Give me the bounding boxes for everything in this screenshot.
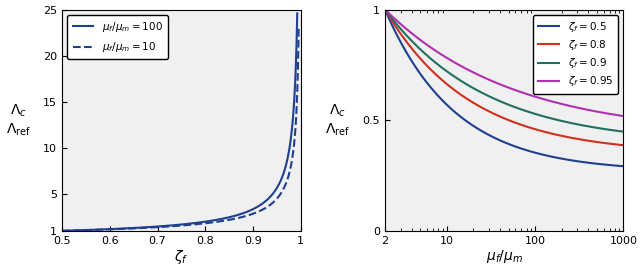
$\mu_f/\mu_m = 10$ xyxy=(295,26,303,29)
$\mu_f/\mu_m = 100$ xyxy=(84,228,92,232)
$\zeta_f = 0.95$ xyxy=(523,92,530,96)
$\zeta_f = 0.5$ xyxy=(381,8,389,11)
$\zeta_f = 0.9$ xyxy=(510,105,518,109)
Line: $\mu_f/\mu_m = 10$: $\mu_f/\mu_m = 10$ xyxy=(62,27,299,231)
$\zeta_f = 0.5$ xyxy=(510,144,518,148)
Line: $\zeta_f = 0.5$: $\zeta_f = 0.5$ xyxy=(385,10,624,166)
$\zeta_f = 0.5$ xyxy=(620,165,628,168)
$\zeta_f = 0.95$ xyxy=(577,107,584,110)
$\mu_f/\mu_m = 100$ xyxy=(84,228,92,231)
$\zeta_f = 0.5$ xyxy=(523,149,530,152)
$\mu_f/\mu_m = 100$ xyxy=(207,219,215,222)
$\mu_f/\mu_m = 10$ xyxy=(286,168,294,171)
$\zeta_f = 0.8$ xyxy=(494,114,502,118)
$\zeta_f = 0.5$ xyxy=(496,139,503,142)
$\zeta_f = 0.8$ xyxy=(510,120,518,124)
$\mu_f/\mu_m = 10$ xyxy=(194,222,201,226)
Legend: $\zeta_f = 0.5$, $\zeta_f = 0.8$, $\zeta_f = 0.9$, $\zeta_f = 0.95$: $\zeta_f = 0.5$, $\zeta_f = 0.8$, $\zeta… xyxy=(533,15,618,94)
Legend: $\mu_f/\mu_m = 100$, $\mu_f/\mu_m = 10$: $\mu_f/\mu_m = 100$, $\mu_f/\mu_m = 10$ xyxy=(68,15,168,59)
$\zeta_f = 0.95$ xyxy=(494,82,502,85)
$\mu_f/\mu_m = 10$ xyxy=(290,146,298,150)
$\mu_f/\mu_m = 100$ xyxy=(291,92,298,95)
$\zeta_f = 0.9$ xyxy=(577,123,584,126)
$\zeta_f = 0.8$ xyxy=(523,125,530,128)
$\mu_f/\mu_m = 10$ xyxy=(248,213,255,216)
$\zeta_f = 0.9$ xyxy=(620,130,628,133)
$\mu_f/\mu_m = 100$ xyxy=(59,229,66,233)
Line: $\zeta_f = 0.8$: $\zeta_f = 0.8$ xyxy=(385,10,624,145)
$\zeta_f = 0.9$ xyxy=(494,99,502,102)
$\zeta_f = 0.9$ xyxy=(496,100,503,103)
$\zeta_f = 0.95$ xyxy=(381,8,389,11)
$\mu_f/\mu_m = 100$ xyxy=(293,12,301,15)
Y-axis label: $\Lambda_c$
$\Lambda_{\rm ref}$: $\Lambda_c$ $\Lambda_{\rm ref}$ xyxy=(325,103,350,138)
Line: $\mu_f/\mu_m = 100$: $\mu_f/\mu_m = 100$ xyxy=(62,13,297,231)
$\zeta_f = 0.9$ xyxy=(381,8,389,11)
$\zeta_f = 0.5$ xyxy=(494,138,502,141)
$\zeta_f = 0.9$ xyxy=(614,129,622,132)
Line: $\zeta_f = 0.95$: $\zeta_f = 0.95$ xyxy=(385,10,624,116)
Y-axis label: $\Lambda_c$
$\Lambda_{\rm ref}$: $\Lambda_c$ $\Lambda_{\rm ref}$ xyxy=(6,103,31,138)
$\zeta_f = 0.8$ xyxy=(496,115,503,118)
$\mu_f/\mu_m = 100$ xyxy=(198,221,206,224)
$\zeta_f = 0.5$ xyxy=(577,160,584,163)
$\zeta_f = 0.95$ xyxy=(510,88,518,91)
X-axis label: $\zeta_f$: $\zeta_f$ xyxy=(174,248,188,267)
X-axis label: $\mu_f/\mu_m$: $\mu_f/\mu_m$ xyxy=(485,248,523,265)
$\zeta_f = 0.9$ xyxy=(523,110,530,113)
$\mu_f/\mu_m = 10$ xyxy=(244,214,251,217)
$\zeta_f = 0.8$ xyxy=(577,138,584,141)
$\zeta_f = 0.8$ xyxy=(614,143,622,146)
$\mu_f/\mu_m = 10$ xyxy=(89,228,97,231)
Line: $\zeta_f = 0.9$: $\zeta_f = 0.9$ xyxy=(385,10,624,132)
$\zeta_f = 0.8$ xyxy=(620,144,628,147)
$\mu_f/\mu_m = 10$ xyxy=(59,229,66,233)
$\zeta_f = 0.95$ xyxy=(614,114,622,117)
$\zeta_f = 0.95$ xyxy=(620,115,628,118)
$\mu_f/\mu_m = 100$ xyxy=(132,226,140,230)
$\zeta_f = 0.5$ xyxy=(614,164,622,167)
$\zeta_f = 0.8$ xyxy=(381,8,389,11)
$\zeta_f = 0.95$ xyxy=(496,83,503,86)
